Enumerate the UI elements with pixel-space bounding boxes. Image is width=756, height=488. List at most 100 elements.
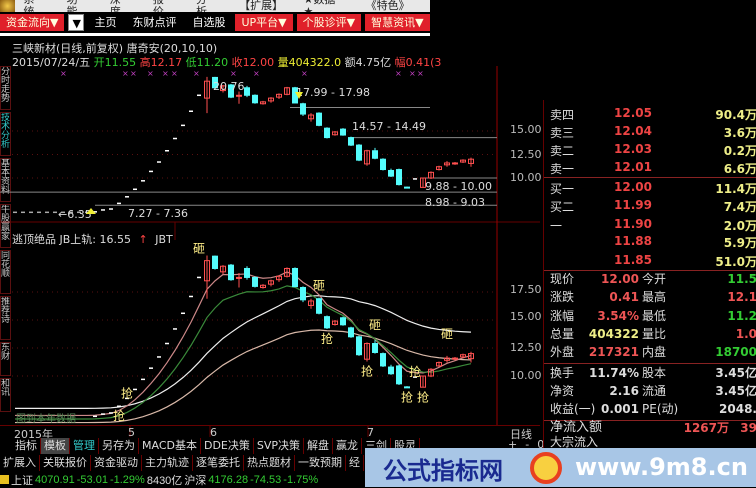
stat-label: 收益(一) — [550, 402, 596, 416]
stat-label: 股本 — [642, 366, 667, 380]
indicator-tab[interactable]: 指标 — [12, 438, 41, 454]
x-tick-may: 5 — [128, 426, 135, 439]
extension-tab[interactable]: 扩展入 — [0, 455, 40, 471]
lower-candle — [332, 320, 338, 325]
period-label[interactable]: 日线 — [510, 428, 532, 441]
price-annotation: 17.99 - 17.98 — [296, 86, 370, 99]
signal-x-icon: × — [171, 69, 178, 78]
menu-item[interactable]: ★数据★ — [303, 0, 336, 12]
sidebar-tab[interactable]: 推荐诗 — [0, 296, 11, 340]
extension-tab[interactable]: 关联报价 — [40, 455, 91, 471]
orderbook-label: 卖二 — [550, 144, 575, 158]
upper-candle — [300, 103, 306, 115]
sidebar-tab[interactable]: 基本资料 — [0, 158, 11, 202]
fast-line — [15, 271, 472, 417]
menu-item[interactable]: 【扩展】 — [239, 0, 284, 12]
orderbook-price: 12.03 — [614, 142, 652, 156]
menu-item[interactable]: 深度 — [109, 0, 121, 12]
extension-tab[interactable]: 经 — [346, 455, 364, 471]
upper-candle — [356, 144, 362, 161]
extension-tab[interactable]: 主力轨迹 — [142, 455, 193, 471]
indicator-tab[interactable]: 另存为 — [99, 438, 139, 454]
home-button[interactable]: 主页 — [94, 15, 117, 29]
fund-flow-dropdown[interactable]: 资金流向▼ — [0, 13, 65, 31]
lower-candle — [292, 267, 298, 288]
menu-item[interactable]: 分析 — [196, 0, 208, 12]
dropdown-toggle[interactable]: ▼ — [68, 13, 85, 31]
indicator-tab[interactable]: DDE决策 — [201, 438, 254, 454]
extension-tab[interactable]: 逐笔委托 — [193, 455, 244, 471]
indicator-tab[interactable]: SVP决策 — [254, 438, 305, 454]
lower-candle — [308, 300, 314, 306]
watermark-logo-icon — [530, 452, 562, 484]
sidebar-tab[interactable]: 技术分析 — [0, 112, 11, 156]
quote-panel: 卖四 12.05 90.4万 卖三 12.04 3.6万 卖二 12.03 0.2万 卖一 12.0… — [543, 100, 756, 460]
menu-item[interactable]: 系统 — [23, 0, 35, 12]
stat-value: 11.2 — [727, 309, 756, 323]
stat-value: 217321 — [588, 345, 639, 359]
orderbook-price: 12.05 — [614, 106, 652, 120]
signal-label: 抢 — [401, 389, 413, 404]
sidebar-tab[interactable]: 同花顺 — [0, 250, 11, 294]
signal-label: 抢 — [113, 408, 125, 423]
up-arrow-icon: ↑ — [138, 233, 148, 246]
eastmoney-review-button[interactable]: 东财点评 — [132, 15, 177, 29]
stat-value: 3.45亿 — [715, 366, 756, 380]
stat-label: 量比 — [642, 327, 667, 341]
extension-tab[interactable]: 一致预期 — [295, 455, 346, 471]
upper-candle — [452, 162, 458, 165]
upper-candle — [284, 87, 290, 95]
sidebar-tab[interactable]: 牛股赢家 — [0, 204, 11, 248]
menu-item[interactable]: 《特色》 — [365, 0, 410, 12]
orderbook-volume: 0.2万 — [723, 144, 756, 158]
divider — [544, 363, 756, 364]
sidebar-tab[interactable]: 东财 — [0, 342, 11, 376]
up-platform-dropdown[interactable]: UP平台▼ — [235, 13, 293, 31]
stat-label: 涨跌 — [550, 290, 575, 304]
upper-candle — [396, 169, 402, 186]
indicator-tab[interactable]: MACD基本 — [139, 438, 201, 454]
extension-tab[interactable]: 热点题材 — [244, 455, 295, 471]
watchlist-button[interactable]: 自选股 — [192, 15, 226, 29]
upper-candle — [404, 186, 410, 189]
extension-tab[interactable]: 资金驱动 — [91, 455, 142, 471]
zoom-reset-button[interactable]: 0 — [537, 438, 545, 451]
net-inflow-extra: 39 — [740, 421, 756, 435]
upper-candle — [252, 94, 258, 104]
orderbook-row: 卖二 12.03 0.2万 — [544, 142, 756, 160]
block-flow-row: 大宗流入 — [544, 435, 756, 451]
stat-label: 流通 — [642, 384, 667, 398]
orderbook-price: 11.99 — [614, 198, 652, 212]
sidebar-tab[interactable]: 和讯 — [0, 378, 11, 412]
indicator-footnote: 图到本年数据 — [16, 414, 76, 425]
indicator-tab[interactable]: 解盘 — [304, 438, 334, 454]
sidebar-tab[interactable]: 分时走势 — [0, 66, 11, 110]
upper-candle — [324, 127, 330, 139]
indicator-tab[interactable]: 管理 — [70, 438, 99, 454]
indicator-header: 逃顶绝品 JB上轨: 16.55 ↑ JBT — [12, 231, 173, 247]
lower-candle — [436, 362, 442, 367]
orderbook-volume: 6.6万 — [723, 162, 756, 176]
indicator-tab[interactable]: 模板 — [41, 438, 70, 454]
lower-candle — [212, 255, 218, 269]
menu-item[interactable]: 功能 — [66, 0, 78, 12]
orderbook-volume: 51.0万 — [715, 255, 756, 269]
lower-candle — [244, 267, 250, 278]
upper-candle — [372, 150, 378, 159]
orderbook-volume: 7.4万 — [723, 200, 756, 214]
menu-item[interactable]: 报价 — [152, 0, 164, 12]
orderbook-row: 买二 11.99 7.4万 — [544, 198, 756, 216]
stock-diagnosis-dropdown[interactable]: 个股诊评▼ — [296, 13, 362, 31]
zoom-in-button[interactable]: + — [508, 438, 518, 451]
stat-label: 最低 — [642, 309, 667, 323]
watermark-banner: 公式指标网 www.9m8.cn — [365, 448, 756, 487]
sh-change: -53.01 — [76, 473, 108, 486]
stat-label: 今开 — [642, 272, 667, 286]
zoom-out-button[interactable]: - — [525, 438, 530, 451]
indicator-tab[interactable]: 赢龙 — [333, 438, 363, 454]
upper-candle — [244, 87, 250, 96]
smart-news-dropdown[interactable]: 智慧资讯▼ — [365, 13, 430, 31]
quote-date: 2015/07/24/五 — [12, 56, 91, 69]
extension-tabs: 扩展入 关联报价 资金驱动 主力轨迹 逐笔委托 热点题材 一致预期经 — [0, 455, 364, 471]
